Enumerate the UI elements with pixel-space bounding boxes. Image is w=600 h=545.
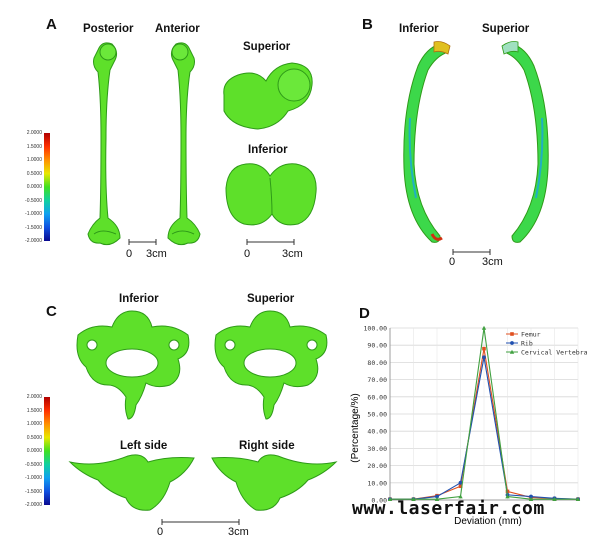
colorbar-top-tick-label: -0.5000 — [25, 197, 42, 204]
panel-a-label-inferior: Inferior — [248, 144, 288, 156]
panel-c-label-left-side: Left side — [120, 440, 168, 452]
colorbar-bottom-tick-label: -2.0000 — [25, 502, 42, 508]
chart-y-axis-label: (Percentage/%) — [350, 393, 361, 462]
panel-a-head-scale-bar — [246, 239, 295, 245]
colorbar-top-tick-label: 1.0000 — [26, 157, 42, 163]
panel-c-label-superior: Superior — [247, 293, 295, 305]
chart-point — [575, 496, 581, 501]
panel-a-femur-scale-length: 3cm — [146, 248, 167, 260]
vertebra-right-side-model — [211, 454, 338, 511]
panel-a-letter: A — [46, 16, 57, 33]
panel-c-scale-length: 3cm — [228, 526, 249, 538]
chart-point — [387, 496, 393, 501]
rib-superior-model — [501, 41, 549, 243]
chart-x-axis-label: Deviation (mm) — [454, 516, 522, 527]
chart-legend-marker — [510, 341, 514, 345]
panel-a-head-scale-zero: 0 — [244, 248, 251, 260]
vertebra-inferior-model — [76, 310, 190, 420]
panel-b-scale-length: 3cm — [482, 256, 503, 268]
femur-head-superior-model — [223, 62, 313, 130]
colorbar-bottom-tick-label: 0.5000 — [26, 434, 42, 441]
colorbar-top-tick-label: 0.5000 — [26, 170, 42, 177]
vertebra-left-side-model — [68, 454, 195, 511]
chart-point — [411, 496, 416, 501]
colorbar-bottom-tick-label: -1.5000 — [25, 488, 42, 495]
chart-point — [505, 494, 510, 499]
chart-legend-label: Rib — [521, 339, 533, 347]
colorbar-bottom: 2.0000 1.5000 1.0000 0.5000 0.0000 -0.5000 -1.… — [20, 394, 52, 509]
colorbar-top-tick-label: 1.5000 — [26, 143, 42, 150]
panel-c-scale-bar — [161, 519, 240, 525]
colorbar-top-tick-label: 0.0000 — [26, 184, 42, 190]
panel-a-label-superior: Superior — [243, 41, 291, 53]
panel-a-femur-scale-bar — [128, 239, 157, 245]
panel-b-label-inferior: Inferior — [399, 23, 439, 35]
chart-y-tick-label: 40.00 — [367, 428, 387, 436]
colorbar-top-tick-label: -1.0000 — [25, 211, 42, 217]
panel-c-letter: C — [46, 303, 57, 320]
panel-c-label-inferior: Inferior — [119, 293, 159, 305]
chart-legend-marker — [510, 332, 514, 336]
chart-point — [435, 494, 439, 499]
colorbar-bottom-tick-label: 1.0000 — [26, 421, 42, 427]
colorbar-bottom-gradient — [44, 397, 50, 505]
colorbar-bottom-tick-label: 1.5000 — [26, 407, 42, 414]
panel-a-label-posterior: Posterior — [83, 23, 134, 35]
chart-y-tick-label: 70.00 — [367, 376, 387, 384]
panel-a-label-anterior: Anterior — [155, 23, 200, 35]
chart-y-tick-label: 90.00 — [367, 342, 387, 350]
chart-y-tick-label: 50.00 — [367, 411, 387, 419]
chart-point — [434, 496, 440, 501]
chart-point — [482, 355, 486, 360]
panel-b-label-superior: Superior — [482, 23, 530, 35]
chart-point — [482, 346, 486, 351]
femur-condyle-inferior-model — [225, 163, 317, 226]
chart-legend-label: Femur — [521, 330, 541, 338]
femur-anterior-model — [167, 42, 201, 246]
chart-point — [458, 494, 463, 499]
chart-point — [458, 484, 463, 489]
panel-d-letter: D — [359, 305, 370, 322]
chart-point — [505, 489, 510, 494]
panel-c-label-right-side: Right side — [239, 440, 295, 452]
colorbar-bottom-tick-label: -0.5000 — [25, 461, 42, 468]
colorbar-top-tick-label: -2.0000 — [25, 238, 42, 244]
chart-point — [458, 480, 463, 485]
colorbar-top-gradient — [44, 133, 50, 241]
chart-y-tick-label: 100.00 — [364, 325, 388, 333]
chart-y-tick-label: 20.00 — [367, 462, 387, 470]
panel-a-femur-scale-zero: 0 — [126, 248, 133, 260]
chart-y-tick-label: 60.00 — [367, 393, 387, 401]
femur-posterior-model — [87, 42, 121, 246]
chart-legend-label: Cervical Vertebra — [521, 348, 588, 356]
panel-b-letter: B — [362, 16, 373, 33]
colorbar-bottom-tick-label: 0.0000 — [26, 448, 42, 454]
chart-point — [481, 325, 487, 330]
chart-point — [529, 494, 533, 499]
panel-c-scale-zero: 0 — [157, 526, 164, 538]
colorbar-top-tick-label: 2.0000 — [26, 130, 42, 136]
chart-y-tick-label: 10.00 — [367, 479, 387, 487]
chart-y-tick-label: 30.00 — [367, 445, 387, 453]
chart-y-tick-label: 0.00 — [371, 497, 387, 505]
chart-point — [552, 496, 557, 501]
chart-y-tick-label: 80.00 — [367, 359, 387, 367]
panel-b-scale-zero: 0 — [449, 256, 456, 268]
colorbar-bottom-tick-label: -1.0000 — [25, 475, 42, 481]
panel-b-scale-bar — [452, 249, 491, 255]
colorbar-top-tick-label: -1.5000 — [25, 224, 42, 231]
rib-inferior-model — [403, 41, 451, 243]
chart-legend-marker — [509, 349, 515, 354]
deviation-line-chart: 0.00 10.00 20.00 30.00 40.00 50.00 60.00 70.00 8… — [350, 325, 588, 528]
watermark-text: www.laserfair.com — [352, 498, 545, 519]
panel-a-head-scale-length: 3cm — [282, 248, 303, 260]
colorbar-bottom-tick-label: 2.0000 — [26, 394, 42, 400]
vertebra-superior-model — [214, 310, 328, 420]
chart-point — [528, 496, 534, 501]
colorbar-top: 2.0000 1.5000 1.0000 0.5000 0.0000 -0.5000 -1.… — [20, 130, 52, 245]
